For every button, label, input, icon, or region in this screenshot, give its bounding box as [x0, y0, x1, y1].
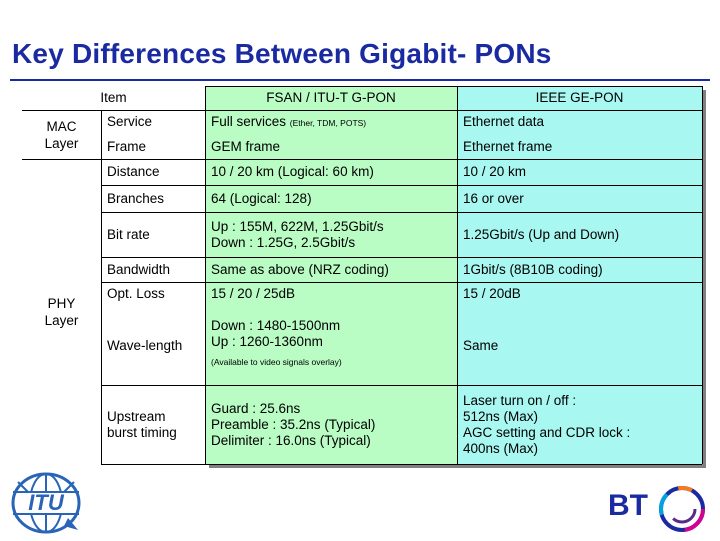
row-bitrate-item: Bit rate	[107, 226, 150, 242]
row-service-gpon: Full services (Ether, TDM, POTS)	[205, 110, 457, 134]
row-bandwidth-gpon: Same as above (NRZ coding)	[211, 261, 389, 277]
mac-layer-label: MAC Layer	[22, 110, 101, 159]
row-burst-gepon-line: 512ns (Max)	[463, 408, 539, 424]
grid-hline	[101, 212, 702, 213]
header-item: Item	[100, 90, 127, 105]
itu-logo: ITU	[6, 470, 86, 536]
row-optloss-gepon: 15 / 20dB	[463, 286, 521, 301]
row-burst-gpon-line: Guard : 25.6ns	[211, 400, 301, 416]
phy-layer-text: PHY Layer	[44, 295, 79, 328]
row-bitrate-gepon: 1.25Gbit/s (Up and Down)	[463, 226, 620, 242]
grid-hline	[101, 257, 702, 258]
table-shadow-bottom	[209, 464, 706, 468]
row-burst-item-line: Upstream	[107, 408, 166, 424]
phy-layer-label: PHY Layer	[22, 159, 101, 464]
row-service-item: Service	[107, 114, 153, 129]
mac-layer-text: MAC Layer	[44, 118, 79, 151]
grid-vline	[101, 110, 102, 464]
grid-hline	[101, 185, 702, 186]
row-burst-gepon-line: 400ns (Max)	[463, 440, 539, 456]
row-wavelength-gpon-note: (Available to video signals overlay)	[211, 357, 342, 367]
row-optloss-gpon: 15 / 20 / 25dB	[211, 286, 296, 301]
gepon-column-bg	[458, 86, 702, 464]
grid-hline	[101, 282, 702, 283]
header-gpon: FSAN / ITU-T G-PON	[266, 90, 396, 105]
itu-logo-text: ITU	[28, 490, 64, 515]
row-bitrate-gpon: Up : 155M, 622M, 1.25Gbit/s Down : 1.25G…	[205, 212, 457, 257]
row-burst-gepon-line: AGC setting and CDR lock :	[463, 424, 631, 440]
page-title: Key Differences Between Gigabit- PONs	[12, 38, 552, 69]
row-service-gepon: Ethernet data	[463, 114, 545, 129]
row-service-gpon-note: (Ether, TDM, POTS)	[289, 117, 367, 128]
row-branches-gepon: 16 or over	[463, 190, 524, 206]
grid-hline	[101, 385, 702, 386]
row-distance-gepon: 10 / 20 km	[463, 164, 527, 179]
row-wavelength-gpon: Down : 1480-1500nm Up : 1260-1360nm (Ava…	[205, 318, 457, 376]
grid-hline	[101, 464, 702, 465]
row-burst-item-line: burst timing	[107, 424, 177, 440]
header-gepon: IEEE GE-PON	[535, 90, 624, 105]
row-burst-gepon: Laser turn on / off : 512ns (Max) AGC se…	[457, 385, 702, 464]
grid-hline	[22, 159, 702, 160]
grid-vline	[702, 86, 703, 464]
bt-piper-icon	[659, 486, 705, 532]
row-burst-gpon-line: Preamble : 35.2ns (Typical)	[211, 416, 376, 432]
row-wavelength-gepon: Same	[463, 337, 499, 353]
grid-vline	[205, 86, 206, 464]
title-underline	[10, 79, 710, 81]
row-burst-gepon-line: Laser turn on / off :	[463, 392, 577, 408]
row-branches-gpon: 64 (Logical: 128)	[211, 190, 312, 206]
grid-vline	[457, 86, 458, 464]
gpon-column-bg	[205, 86, 457, 464]
row-optloss-item: Opt. Loss	[107, 286, 165, 301]
grid-hline	[22, 110, 702, 111]
row-burst-gpon: Guard : 25.6ns Preamble : 35.2ns (Typica…	[205, 385, 457, 464]
row-wavelength-gpon-line: Up : 1260-1360nm	[211, 334, 323, 349]
row-frame-item: Frame	[107, 138, 147, 154]
bt-logo-text: BT	[608, 489, 648, 522]
row-bandwidth-gepon: 1Gbit/s (8B10B coding)	[463, 261, 603, 277]
row-frame-gpon: GEM frame	[211, 138, 281, 154]
table-shadow-right	[702, 90, 706, 468]
row-frame-gepon: Ethernet frame	[463, 138, 553, 154]
row-burst-item: Upstream burst timing	[101, 385, 205, 464]
row-distance-gpon: 10 / 20 km (Logical: 60 km)	[211, 164, 374, 179]
row-bitrate-gpon-line: Down : 1.25G, 2.5Gbit/s	[211, 234, 356, 250]
row-distance-item: Distance	[107, 164, 160, 179]
bt-logo: BT	[608, 484, 714, 534]
row-bandwidth-item: Bandwidth	[107, 261, 171, 277]
row-burst-gpon-line: Delimiter : 16.0ns (Typical)	[211, 432, 371, 448]
row-branches-item: Branches	[107, 190, 165, 206]
grid-hline	[205, 86, 702, 87]
row-service-gpon-text: Full services (Ether, TDM, POTS)	[211, 113, 367, 129]
row-wavelength-gpon-line: Down : 1480-1500nm	[211, 318, 341, 333]
row-wavelength-item: Wave-length	[107, 337, 183, 353]
row-bitrate-gpon-line: Up : 155M, 622M, 1.25Gbit/s	[211, 218, 384, 234]
itu-globe-icon	[11, 472, 81, 534]
